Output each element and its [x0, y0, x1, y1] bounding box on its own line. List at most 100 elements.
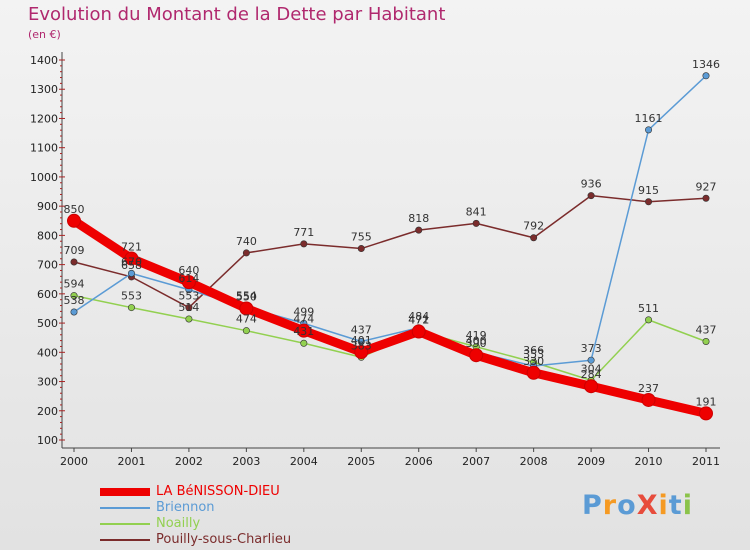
series-line: [73, 75, 707, 367]
legend-swatch: [100, 523, 150, 525]
chart-title: Evolution du Montant de la Dette par Hab…: [28, 4, 446, 25]
data-point: [300, 240, 308, 248]
data-label: 614: [178, 272, 199, 285]
data-label: 437: [696, 323, 717, 336]
data-point: [645, 316, 653, 324]
x-tick-label: 2011: [692, 455, 720, 468]
data-point: [702, 194, 710, 202]
data-point: [530, 234, 538, 242]
data-label: 401: [351, 334, 372, 347]
data-point: [127, 269, 135, 277]
data-point: [645, 126, 653, 134]
y-tick-label: 400: [37, 346, 58, 359]
data-label: 437: [351, 323, 372, 336]
data-label: 740: [236, 235, 257, 248]
data-label: 353: [523, 348, 544, 361]
data-label: 1346: [692, 58, 720, 71]
data-point: [296, 323, 311, 338]
data-label: 927: [696, 180, 717, 193]
x-tick-label: 2000: [60, 455, 88, 468]
legend-item: Noailly: [100, 516, 400, 532]
data-label: 792: [523, 220, 544, 233]
data-point: [357, 245, 365, 253]
data-point: [472, 219, 480, 227]
data-point: [70, 308, 78, 316]
data-point: [699, 406, 713, 421]
legend-label: Pouilly-sous-Charlieu: [156, 532, 292, 547]
data-label: 553: [178, 290, 199, 303]
data-label: 658: [121, 259, 142, 272]
data-point: [587, 192, 595, 200]
x-tick-label: 2007: [462, 455, 490, 468]
data-point: [185, 304, 193, 312]
y-tick-label: 1100: [30, 142, 58, 155]
data-label: 514: [178, 301, 199, 314]
legend-label: Noailly: [156, 516, 201, 531]
series-line: [69, 216, 711, 418]
data-point: [469, 348, 484, 363]
data-label: 841: [466, 205, 487, 218]
data-label: 538: [64, 294, 85, 307]
data-label: 771: [293, 226, 314, 239]
legend-item: LA BéNISSON-DIEU: [100, 484, 400, 500]
data-label: 472: [408, 313, 429, 326]
data-label: 553: [121, 290, 142, 303]
data-label: 594: [64, 278, 85, 291]
data-label: 304: [581, 362, 602, 375]
data-label: 373: [581, 342, 602, 355]
data-label: 640: [178, 264, 199, 277]
y-tick-label: 1000: [30, 171, 58, 184]
data-point: [587, 356, 595, 364]
data-point: [415, 226, 423, 234]
data-point: [702, 72, 710, 80]
series-line: [73, 194, 707, 309]
data-label: 670: [121, 255, 142, 268]
data-label: 755: [351, 231, 372, 244]
data-point: [181, 275, 196, 290]
data-point: [300, 339, 308, 347]
y-tick-label: 900: [37, 200, 58, 213]
legend-swatch: [100, 507, 150, 509]
data-point: [70, 292, 78, 300]
x-tick-label: 2003: [232, 455, 260, 468]
y-tick-label: 600: [37, 288, 58, 301]
data-label: 1161: [635, 112, 663, 125]
x-tick-label: 2006: [405, 455, 433, 468]
x-tick-label: 2002: [175, 455, 203, 468]
data-label: 383: [351, 339, 372, 352]
legend-swatch: [100, 539, 150, 541]
data-label: 237: [638, 382, 659, 395]
legend-label: LA BéNISSON-DIEU: [156, 484, 280, 499]
y-tick-label: 200: [37, 405, 58, 418]
legend-item: Pouilly-sous-Charlieu: [100, 532, 400, 548]
y-tick-label: 800: [37, 229, 58, 242]
proxiti-logo: ProXiti: [582, 490, 693, 521]
x-tick-label: 2010: [635, 455, 663, 468]
data-point: [185, 315, 193, 323]
data-point: [239, 301, 254, 316]
data-label: 818: [408, 212, 429, 225]
data-point: [411, 324, 426, 339]
legend-swatch: [100, 488, 150, 496]
data-point: [354, 345, 369, 360]
data-label: 550: [236, 290, 257, 303]
legend-item: Briennon: [100, 500, 400, 516]
x-tick-label: 2001: [117, 455, 145, 468]
legend: LA BéNISSON-DIEU Briennon Noailly Pouilly-s…: [100, 484, 400, 548]
x-tick-label: 2008: [520, 455, 548, 468]
data-label: 511: [638, 302, 659, 315]
y-tick-label: 100: [37, 434, 58, 447]
y-tick-label: 300: [37, 376, 58, 389]
data-label: 474: [293, 313, 314, 326]
data-label: 850: [64, 203, 85, 216]
data-label: 471: [408, 314, 429, 327]
data-point: [67, 213, 81, 228]
data-point: [702, 337, 710, 345]
chart-subtitle: (en €): [28, 28, 61, 41]
data-label: 499: [293, 305, 314, 318]
data-label: 191: [696, 395, 717, 408]
x-tick-label: 2009: [577, 455, 605, 468]
data-point: [242, 327, 250, 335]
